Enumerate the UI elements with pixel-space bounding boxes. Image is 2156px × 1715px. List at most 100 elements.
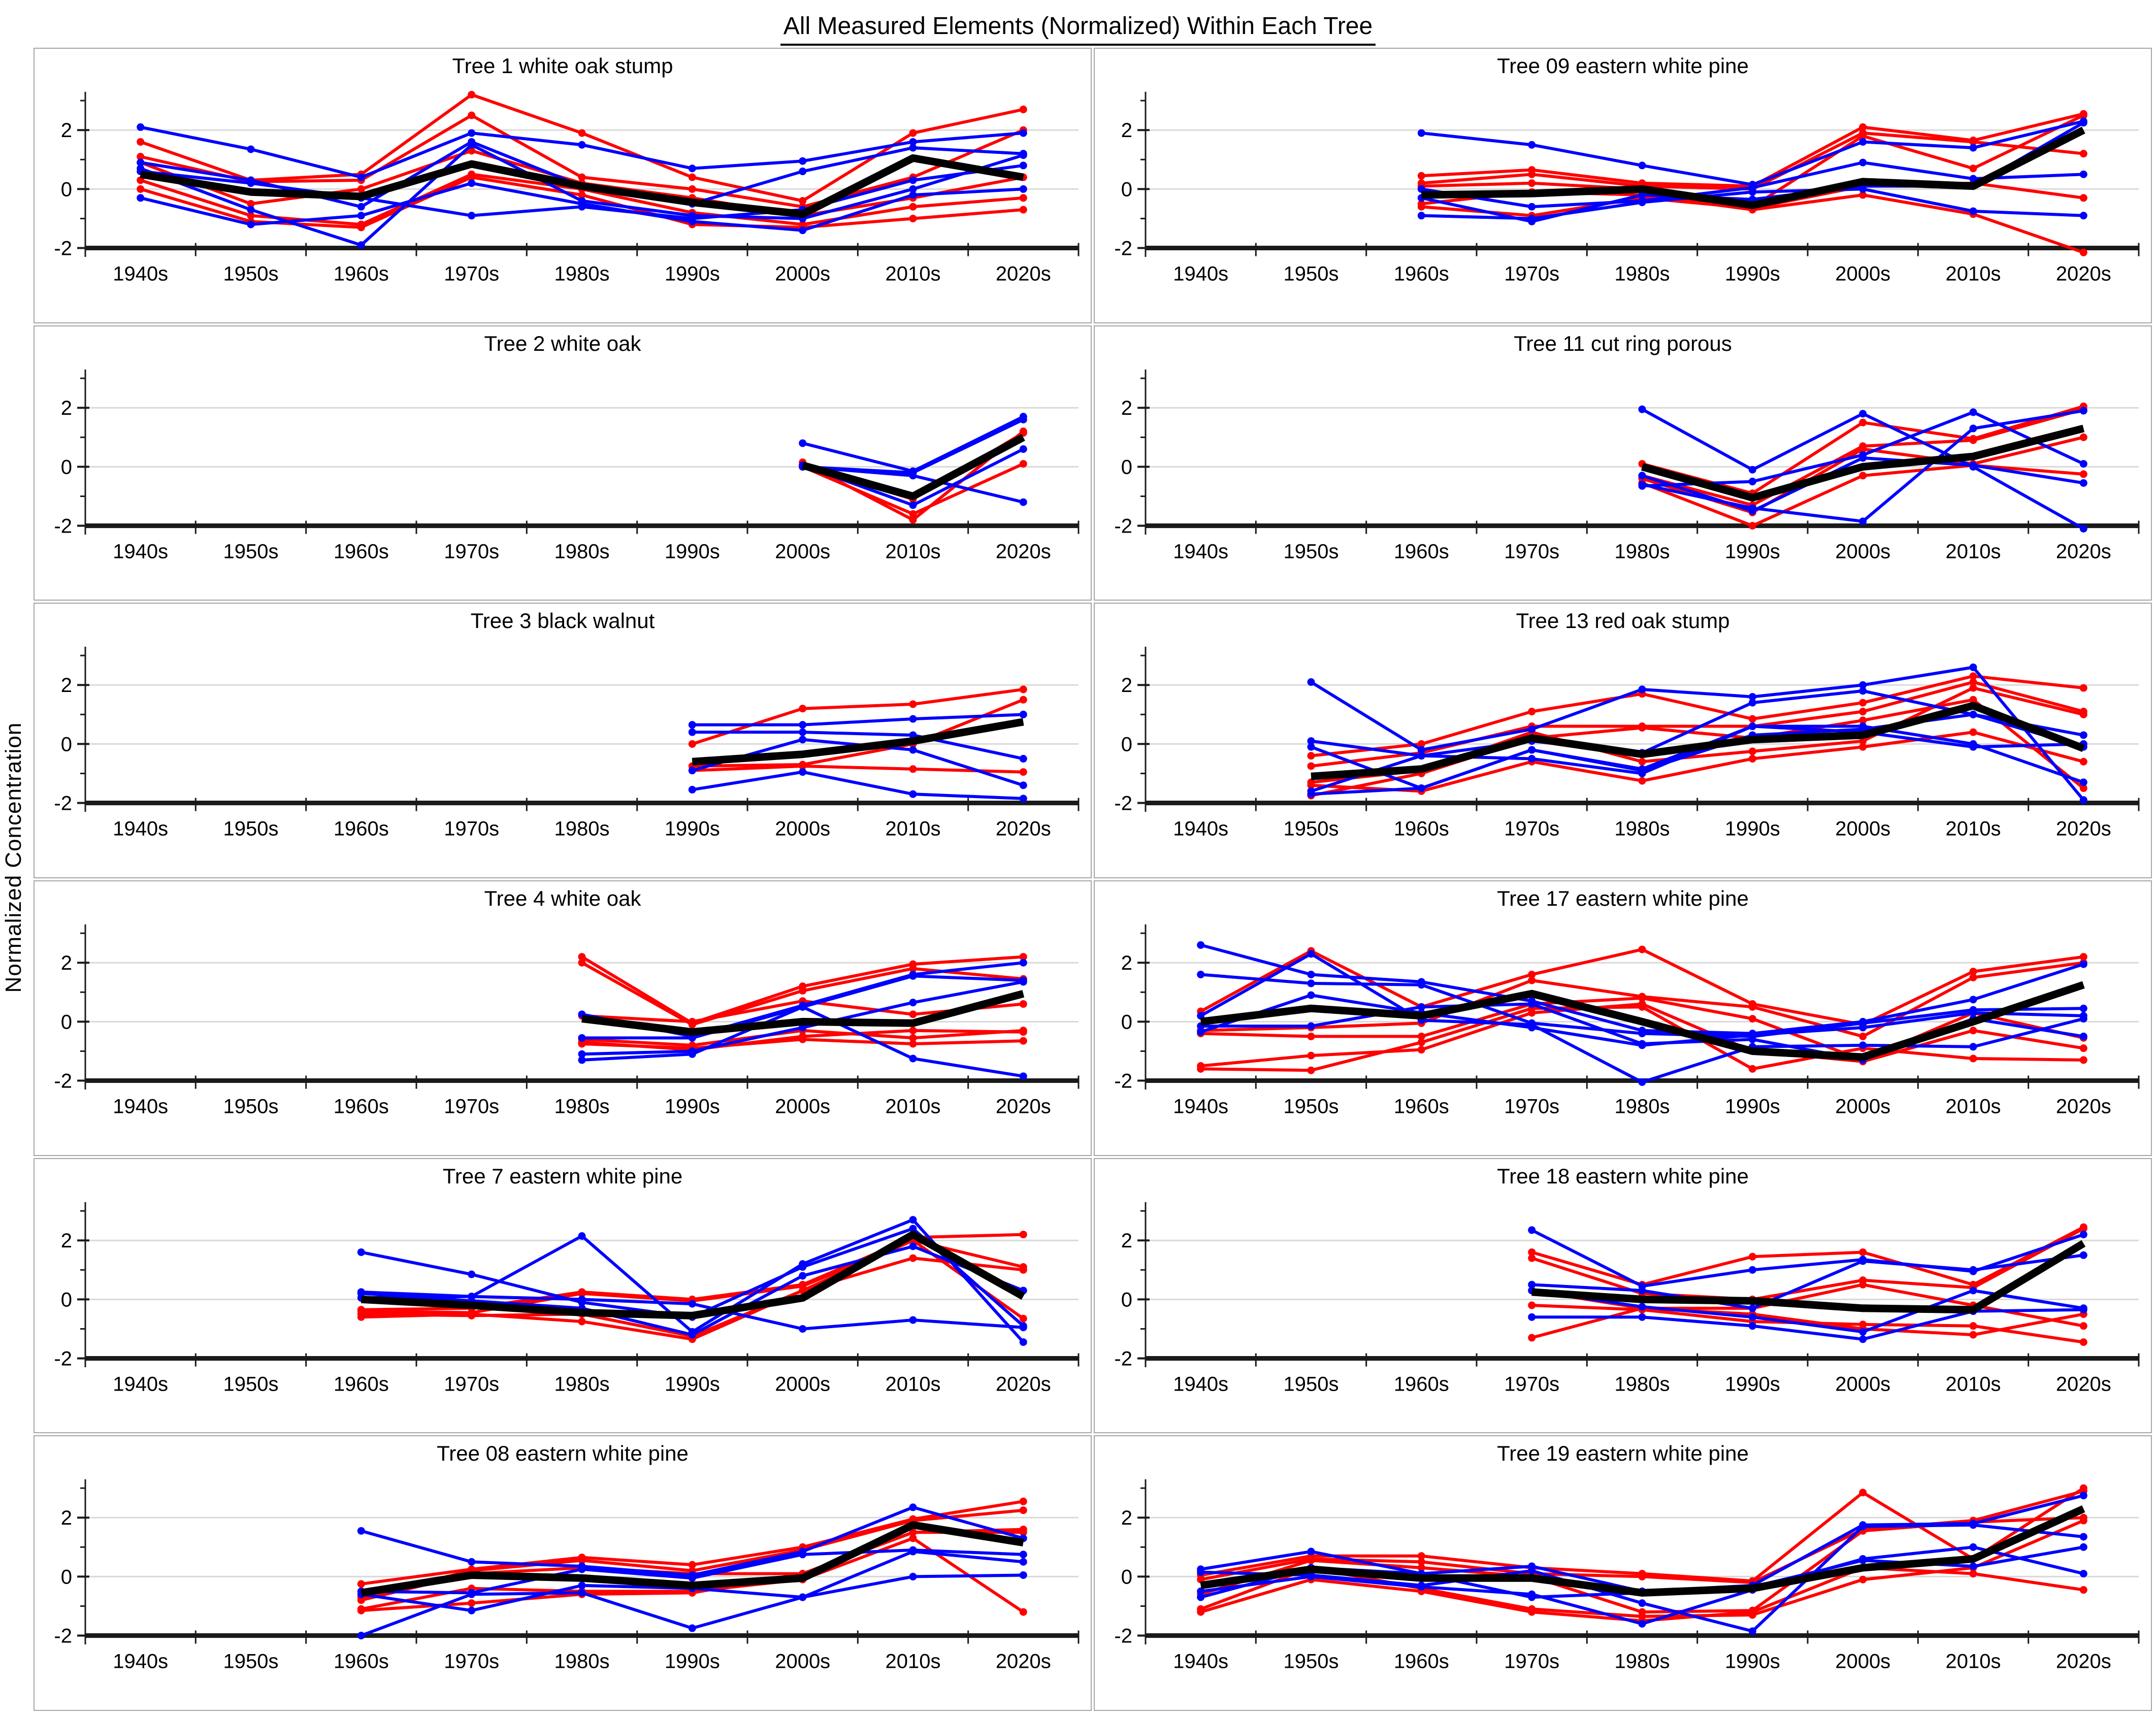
data-point-marker (909, 1027, 917, 1035)
data-point-marker (1638, 1620, 1646, 1628)
data-point-marker (468, 1591, 476, 1599)
data-point-marker (2079, 1056, 2087, 1064)
data-point-marker (1859, 418, 1867, 426)
data-point-marker (1019, 685, 1027, 694)
subplot-title: Tree 7 eastern white pine (442, 1164, 683, 1188)
x-tick-label: 1960s (1394, 540, 1449, 563)
series-line (1311, 713, 2084, 796)
subplot-panel: Tree 4 white oak 2 0 -2 1940s 1950s 1960s 1970s… (34, 880, 1092, 1156)
data-point-marker (1969, 664, 1977, 672)
x-axis: 1940s 1950s 1960s 1970s 1980s 1990s 2000s 2010s… (84, 520, 1080, 563)
data-point-marker (578, 1034, 586, 1042)
subplot-panel: Tree 17 eastern white pine 2 0 -2 1940s 1950s… (1094, 880, 2152, 1156)
data-point-marker (1528, 746, 1536, 754)
data-point-marker (1859, 138, 1867, 146)
data-point-marker (1528, 1280, 1536, 1289)
subplot-title: Tree 2 white oak (484, 331, 641, 355)
data-point-marker (578, 1565, 586, 1573)
data-point-marker (1528, 970, 1536, 978)
subplot-panel: Tree 13 red oak stump 2 0 -2 1940s 1950s 1960s… (1094, 603, 2152, 878)
x-tick-label: 2020s (2056, 263, 2111, 285)
data-point-marker (1638, 1313, 1646, 1321)
data-point-marker (1019, 1230, 1027, 1238)
subplot-chart: 2 0 -2 1940s 1950s 1960s 1970s 1980s 1990s 2000s 2… (1114, 924, 2140, 1118)
data-point-marker (1638, 1287, 1646, 1295)
x-tick-label: 2010s (1946, 1373, 2001, 1395)
x-tick-label: 1980s (1615, 818, 1670, 840)
y-tick-label: 2 (1121, 1230, 1132, 1252)
y-tick-label: 2 (1121, 675, 1132, 697)
y-axis: 2 0 -2 (54, 91, 89, 260)
x-tick-label: 1950s (1284, 1096, 1339, 1118)
data-point-marker (1417, 1038, 1425, 1046)
series-lines (688, 685, 1027, 803)
x-tick-label: 1990s (1725, 818, 1780, 840)
data-point-marker (578, 129, 586, 137)
data-point-marker (1019, 1266, 1027, 1274)
data-point-marker (1748, 715, 1756, 723)
data-point-marker (137, 152, 145, 161)
x-tick-label: 1940s (113, 1373, 168, 1395)
gridlines (1146, 407, 2139, 468)
data-point-marker (1019, 161, 1027, 170)
data-point-marker (1019, 1498, 1027, 1506)
data-point-marker (1417, 185, 1425, 193)
data-point-marker (1859, 743, 1867, 751)
x-axis: 1940s 1950s 1960s 1970s 1980s 1990s 2000s 2010s… (1145, 520, 2140, 563)
x-tick-label: 1950s (1284, 263, 1339, 285)
x-tick-label: 2020s (2056, 818, 2111, 840)
data-point-marker (1307, 678, 1315, 686)
subplot-panel: Tree 11 cut ring porous 2 0 -2 1940s 1950s 196… (1094, 325, 2152, 601)
y-axis: 2 0 -2 (1114, 647, 1150, 815)
mean-line-path (1641, 424, 2085, 502)
x-tick-label: 1940s (1173, 1096, 1228, 1118)
data-point-marker (1748, 1322, 1756, 1330)
data-point-marker (1307, 1557, 1315, 1565)
data-point-marker (1969, 743, 1977, 751)
data-point-marker (688, 1017, 696, 1026)
data-point-marker (1859, 1489, 1867, 1497)
data-point-marker (357, 1313, 365, 1321)
data-point-marker (1969, 461, 1977, 469)
data-point-marker (578, 1289, 586, 1297)
y-tick-label: 0 (61, 734, 72, 756)
data-point-marker (1859, 1032, 1867, 1040)
data-point-marker (1019, 459, 1027, 468)
data-point-marker (1019, 696, 1027, 704)
data-point-marker (1307, 752, 1315, 760)
data-point-marker (909, 1503, 917, 1511)
data-point-marker (1019, 206, 1027, 214)
data-point-marker (1528, 755, 1536, 763)
data-point-marker (1969, 1562, 1977, 1570)
data-point-marker (799, 768, 807, 776)
x-tick-label: 1950s (1284, 540, 1339, 563)
data-point-marker (1019, 795, 1027, 803)
data-point-marker (1417, 1003, 1425, 1011)
data-point-marker (2079, 459, 2087, 468)
x-tick-label: 1950s (223, 1096, 279, 1118)
x-tick-label: 2020s (996, 1373, 1051, 1395)
data-point-marker (1969, 696, 1977, 704)
x-tick-label: 2000s (775, 1096, 830, 1118)
x-tick-label: 1940s (113, 263, 168, 285)
data-point-marker (1019, 415, 1027, 423)
subplot-chart: 2 0 -2 1940s 1950s 1960s 1970s 1980s 1990s 2000s 2… (54, 647, 1080, 840)
data-point-marker (2079, 433, 2087, 441)
data-point-marker (909, 191, 917, 199)
data-point-marker (1748, 755, 1756, 763)
x-tick-label: 1980s (554, 818, 610, 840)
data-point-marker (357, 212, 365, 220)
data-point-marker (688, 164, 696, 173)
data-point-marker (909, 1254, 917, 1262)
series-line (1311, 724, 2084, 793)
subplot-panel: Tree 09 eastern white pine 2 0 -2 1940s 1950s… (1094, 48, 2152, 323)
data-point-marker (909, 185, 917, 193)
data-point-marker (578, 1295, 586, 1303)
data-point-marker (1417, 746, 1425, 754)
x-tick-label: 2010s (886, 1096, 941, 1118)
y-tick-label: -2 (1114, 515, 1132, 537)
data-point-marker (1748, 188, 1756, 196)
y-tick-label: 2 (61, 1507, 72, 1530)
y-axis: 2 0 -2 (54, 647, 89, 815)
data-point-marker (2079, 407, 2087, 415)
